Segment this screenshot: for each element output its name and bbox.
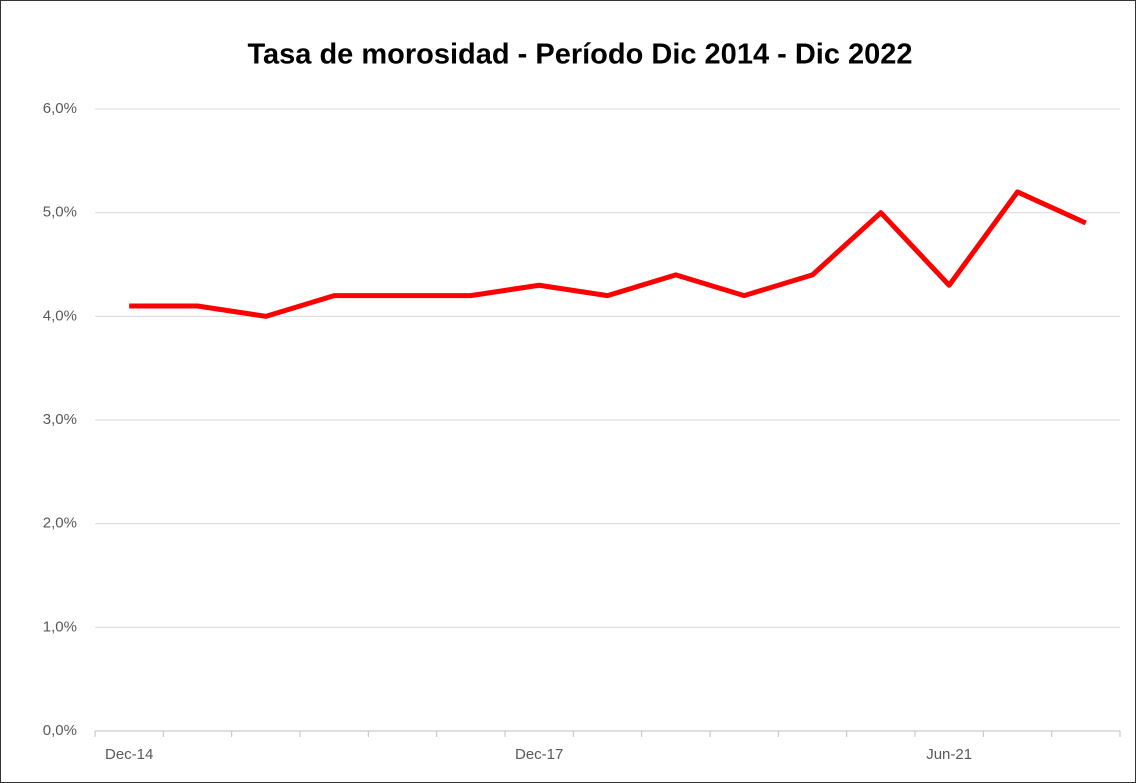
x-tick-label: Dec-14 bbox=[105, 746, 153, 763]
y-tick-label: 1,0% bbox=[43, 618, 77, 635]
y-tick-label: 2,0% bbox=[43, 515, 77, 532]
y-tick-label: 4,0% bbox=[43, 307, 77, 324]
y-tick-label: 0,0% bbox=[43, 722, 77, 739]
x-tick-label: Dec-17 bbox=[515, 746, 563, 763]
x-tick-label: Jun-21 bbox=[926, 746, 972, 763]
y-tick-label: 3,0% bbox=[43, 411, 77, 428]
y-tick-label: 5,0% bbox=[43, 204, 77, 221]
y-tick-label: 6,0% bbox=[43, 100, 77, 117]
chart-title: Tasa de morosidad - Período Dic 2014 - D… bbox=[247, 39, 912, 71]
data-line bbox=[129, 189, 1087, 319]
